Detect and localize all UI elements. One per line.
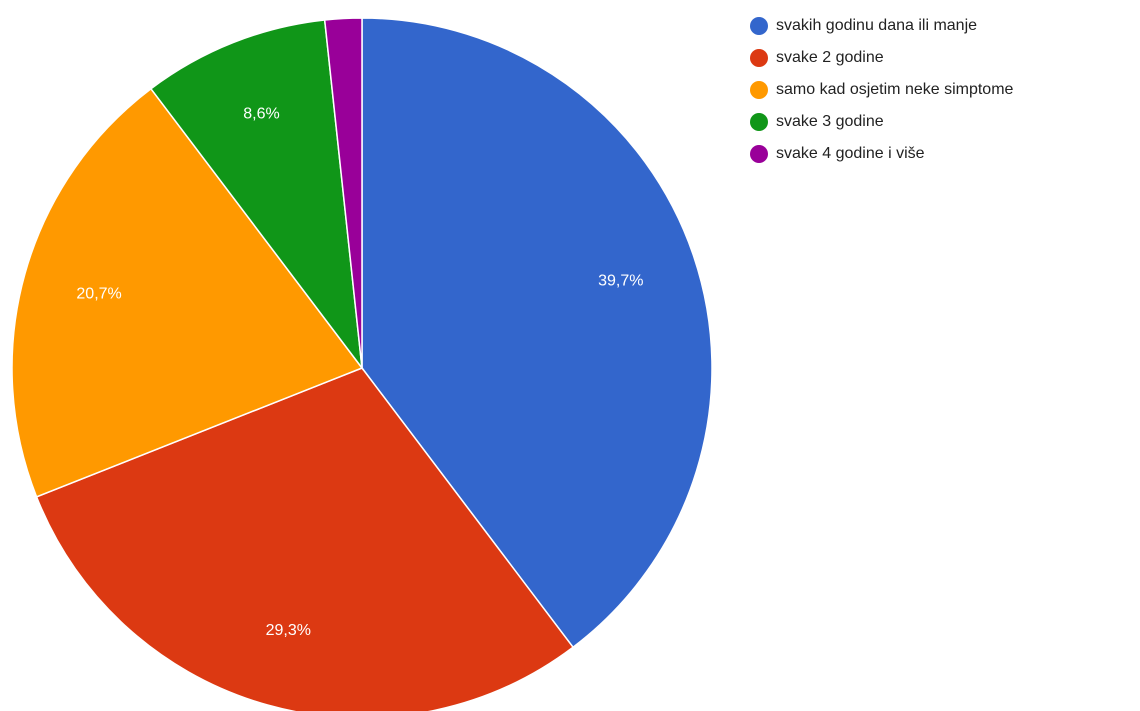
pie-slice-label-2: 29,3% [266,622,311,639]
pie-slice-labels: 39,7% 29,3% 20,7% 8,6% [76,105,643,639]
pie-slice-5[interactable] [323,17,363,369]
pie-slice-label-4: 8,6% [243,105,279,122]
pie-slice-label-3: 20,7% [76,286,121,303]
pie-slice-label-1: 39,7% [598,272,643,289]
pie-slice-1[interactable] [361,17,713,649]
legend-item-5[interactable]: svake 4 godine i više [750,142,1013,166]
legend-label: samo kad osjetim neke simptome [776,81,1014,98]
pie-slice-2[interactable] [35,367,575,711]
legend-label: svake 2 godine [776,49,884,66]
legend-label: svakih godinu dana ili manje [776,17,978,34]
legend-swatch [750,49,768,67]
legend-swatch [750,81,768,99]
pie-slice-3[interactable] [11,87,364,498]
legend-item-2[interactable]: svake 2 godine [750,46,1013,70]
legend-swatch [750,17,768,35]
pie-slices [11,17,713,711]
legend-item-3[interactable]: samo kad osjetim neke simptome [750,78,1013,102]
legend: svakih godinu dana ili manje svake 2 god… [750,14,1013,174]
legend-swatch [750,145,768,163]
legend-label: svake 4 godine i više [776,145,925,162]
legend-label: svake 3 godine [776,113,884,130]
legend-item-4[interactable]: svake 3 godine [750,110,1013,134]
legend-item-1[interactable]: svakih godinu dana ili manje [750,14,1013,38]
pie-slice-4[interactable] [149,19,364,371]
legend-swatch [750,113,768,131]
